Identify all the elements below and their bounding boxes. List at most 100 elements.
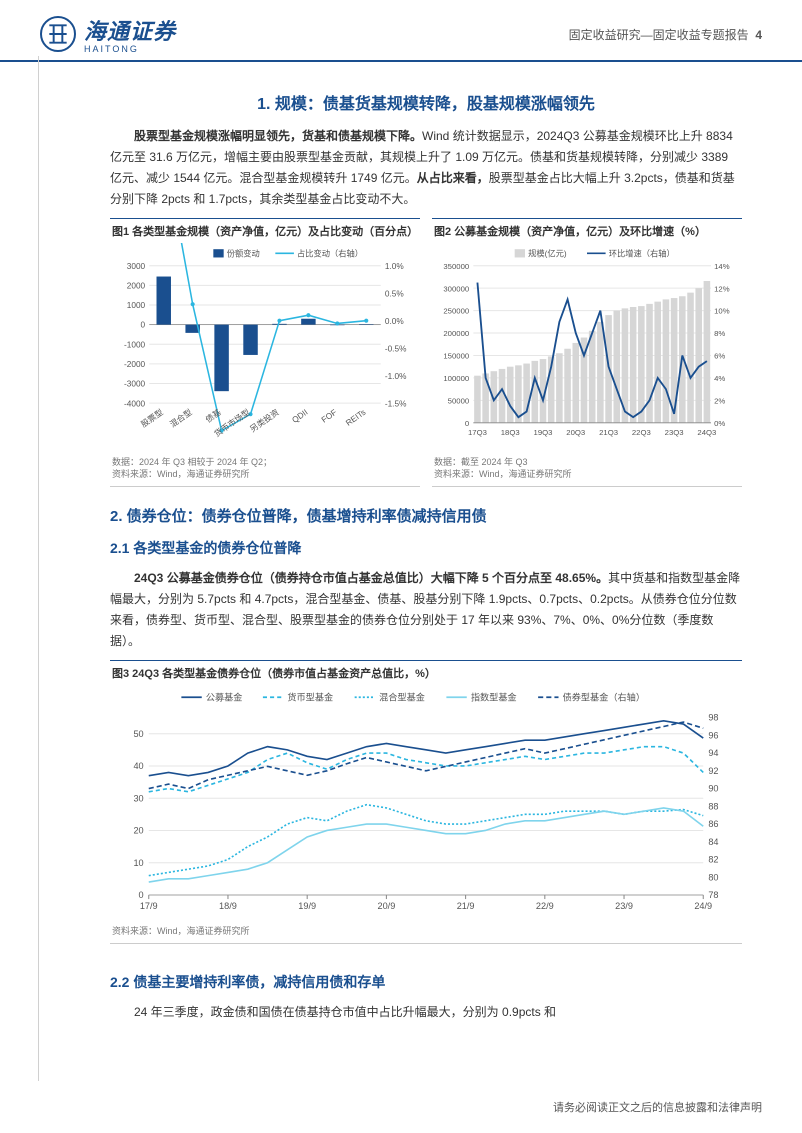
svg-text:23Q3: 23Q3 (665, 428, 684, 437)
svg-text:98: 98 (708, 713, 718, 723)
content: 1. 规模：债基货基规模转降，股基规模涨幅领先 股票型基金规模涨幅明显领先，货基… (0, 62, 802, 1023)
svg-text:22Q3: 22Q3 (632, 428, 651, 437)
svg-text:REITs: REITs (344, 408, 367, 428)
svg-text:90: 90 (708, 783, 718, 793)
chart1-box: 图1 各类型基金规模（资产净值，亿元）及占比变动（百分点） 份额变动占比变动（右… (110, 218, 420, 487)
page-number: 4 (755, 28, 762, 42)
svg-text:80: 80 (708, 872, 718, 882)
section2-2-para: 24 年三季度，政金债和国债在债基持仓市值中占比升幅最大，分别为 0.9pcts… (110, 1002, 742, 1023)
page-header: 海通证券 HAITONG 固定收益研究—固定收益专题报告 4 (0, 0, 802, 62)
svg-text:0.5%: 0.5% (385, 289, 404, 298)
svg-text:混合型基金: 混合型基金 (379, 691, 425, 702)
svg-text:10: 10 (133, 858, 143, 868)
svg-text:-0.5%: -0.5% (385, 344, 407, 353)
svg-text:-3000: -3000 (124, 380, 146, 389)
svg-text:18/9: 18/9 (219, 901, 237, 911)
chart2-title: 图2 公募基金规模（资产净值，亿元）及环比增速（%） (432, 219, 742, 243)
svg-text:24Q3: 24Q3 (697, 428, 716, 437)
svg-text:92: 92 (708, 766, 718, 776)
svg-text:规模(亿元): 规模(亿元) (528, 248, 567, 258)
svg-text:2%: 2% (714, 396, 725, 405)
svg-text:94: 94 (708, 748, 718, 758)
svg-text:1.0%: 1.0% (385, 262, 404, 271)
svg-text:4%: 4% (714, 374, 725, 383)
chart1-title: 图1 各类型基金规模（资产净值，亿元）及占比变动（百分点） (110, 219, 420, 243)
page-footer: 请务必阅读正文之后的信息披露和法律声明 (553, 1099, 762, 1115)
svg-text:货币型基金: 货币型基金 (287, 691, 333, 702)
svg-text:0%: 0% (714, 419, 725, 428)
svg-text:18Q3: 18Q3 (501, 428, 520, 437)
chart2-box: 图2 公募基金规模（资产净值，亿元）及环比增速（%） 规模(亿元) 环比增速（右轴… (432, 218, 742, 487)
chart2-source: 资料来源：Wind，海通证券研究所 (434, 468, 740, 481)
chart3-title: 图3 24Q3 各类型基金债券仓位（债券市值占基金资产总值比，%） (110, 661, 742, 685)
chart1-source: 资料来源：Wind，海通证券研究所 (112, 468, 418, 481)
svg-text:6%: 6% (714, 352, 725, 361)
svg-text:份额变动: 份额变动 (227, 248, 260, 258)
svg-text:FOF: FOF (320, 408, 339, 425)
svg-text:股票型: 股票型 (139, 408, 164, 430)
svg-text:0: 0 (139, 890, 144, 900)
svg-text:24/9: 24/9 (694, 901, 712, 911)
svg-text:50000: 50000 (448, 396, 470, 405)
svg-text:3000: 3000 (127, 262, 146, 271)
svg-text:1000: 1000 (127, 301, 146, 310)
svg-text:19Q3: 19Q3 (534, 428, 553, 437)
left-rule (38, 56, 39, 1081)
section2-title: 2. 债券仓位：债券仓位普降，债基增持利率债减持信用债 (110, 505, 742, 526)
svg-text:指数型基金: 指数型基金 (471, 691, 517, 702)
svg-text:96: 96 (708, 730, 718, 740)
svg-text:82: 82 (708, 854, 718, 864)
chart3-source: 资料来源：Wind，海通证券研究所 (112, 925, 740, 938)
section1-title: 1. 规模：债基货基规模转降，股基规模涨幅领先 (110, 90, 742, 114)
svg-text:0: 0 (141, 321, 146, 330)
svg-text:-1000: -1000 (124, 340, 146, 349)
svg-text:21/9: 21/9 (457, 901, 475, 911)
svg-text:21Q3: 21Q3 (599, 428, 618, 437)
charts-row-1: 图1 各类型基金规模（资产净值，亿元）及占比变动（百分点） 份额变动占比变动（右… (110, 218, 742, 487)
chart3-footer: 资料来源：Wind，海通证券研究所 (110, 922, 742, 943)
svg-text:公募基金: 公募基金 (206, 691, 243, 702)
svg-text:-1.0%: -1.0% (385, 372, 407, 381)
svg-text:23/9: 23/9 (615, 901, 633, 911)
chart3-box: 图3 24Q3 各类型基金债券仓位（债券市值占基金资产总值比，%） 公募基金 货币… (110, 660, 742, 944)
svg-text:150000: 150000 (443, 352, 469, 361)
chart3-canvas: 公募基金货币型基金混合型基金指数型基金债券型基金（右轴）010203040507… (110, 685, 742, 919)
svg-text:17/9: 17/9 (140, 901, 158, 911)
header-right: 固定收益研究—固定收益专题报告 4 (569, 26, 762, 43)
svg-text:0: 0 (465, 419, 469, 428)
svg-text:12%: 12% (714, 284, 730, 293)
svg-text:QDII: QDII (290, 408, 309, 425)
svg-text:84: 84 (708, 837, 718, 847)
chart1-canvas: 份额变动占比变动（右轴）-4000-3000-2000-100001000200… (110, 243, 420, 450)
svg-text:10%: 10% (714, 307, 730, 316)
svg-text:86: 86 (708, 819, 718, 829)
svg-text:100000: 100000 (443, 374, 469, 383)
svg-text:-4000: -4000 (124, 399, 146, 408)
svg-text:19/9: 19/9 (298, 901, 316, 911)
svg-text:环比增速（右轴）: 环比增速（右轴） (609, 248, 675, 258)
chart2-note: 数据：截至 2024 年 Q3 (434, 456, 740, 469)
svg-text:300000: 300000 (443, 284, 469, 293)
section2-2-title: 2.2 债基主要增持利率债，减持信用债和存单 (110, 972, 742, 992)
svg-text:-2000: -2000 (124, 360, 146, 369)
svg-text:20: 20 (133, 825, 143, 835)
svg-text:78: 78 (708, 890, 718, 900)
section2-1-para: 24Q3 公募基金债券仓位（债券持仓市值占基金总值比）大幅下降 5 个百分点至 … (110, 568, 742, 652)
section1-para: 股票型基金规模涨幅明显领先，货基和债基规模下降。Wind 统计数据显示，2024… (110, 126, 742, 210)
svg-text:2000: 2000 (127, 281, 146, 290)
svg-text:88: 88 (708, 801, 718, 811)
svg-text:350000: 350000 (443, 262, 469, 271)
report-type: 固定收益研究—固定收益专题报告 (569, 28, 749, 42)
svg-text:200000: 200000 (443, 329, 469, 338)
section2-1-title: 2.1 各类型基金的债券仓位普降 (110, 538, 742, 558)
svg-text:债券型基金（右轴）: 债券型基金（右轴） (563, 691, 645, 702)
svg-text:-1.5%: -1.5% (385, 399, 407, 408)
svg-text:8%: 8% (714, 329, 725, 338)
svg-text:40: 40 (133, 761, 143, 771)
logo-text-cn: 海通证券 (84, 14, 176, 46)
svg-text:14%: 14% (714, 262, 730, 271)
logo: 海通证券 HAITONG (40, 14, 176, 54)
svg-text:20/9: 20/9 (377, 901, 395, 911)
svg-text:0.0%: 0.0% (385, 317, 404, 326)
svg-text:50: 50 (133, 729, 143, 739)
